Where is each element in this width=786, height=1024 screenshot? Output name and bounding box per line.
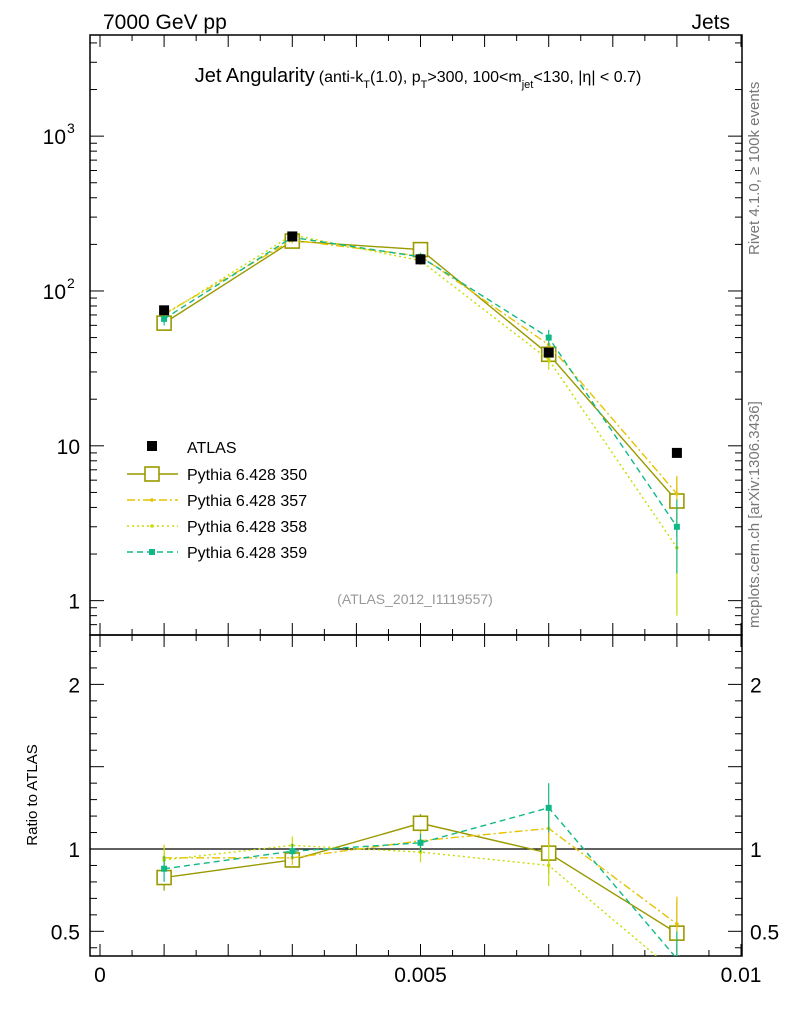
series-marker-2 [546,357,551,362]
analysis-id: (ATLAS_2012_I1119557) [337,591,493,607]
y-tick-label-1: 10 [57,436,80,459]
title-part-5: jet [521,79,534,91]
title-part-6: <130, |η| < 0.7) [533,69,641,86]
series-marker-3 [545,334,552,341]
ratio-marker-3 [161,865,168,872]
series-marker-3 [161,315,168,322]
data-point [287,231,298,242]
legend-swatch-marker-0 [144,466,160,482]
ratio-tick-label-left-1: 1 [68,839,80,862]
mcplots-label: mcplots.cern.ch [arXiv:1306.3436] [746,401,763,628]
legend-label-1: Pythia 6.428 357 [187,493,307,510]
header-right: Jets [691,11,730,34]
y-tick-exp-3: 3 [67,120,75,136]
ratio-tick-label-right-2: 2 [750,674,762,697]
ratio-tick-label-left-2: 2 [68,674,80,697]
ratio-marker-3 [673,955,680,956]
title-part-2: (1.0), p [370,69,421,86]
ratio-series-group [156,783,685,976]
legend-swatch-data [147,441,157,451]
title-part-0: (anti-k [319,69,364,86]
ratio-tick-label-right-1: 1 [750,839,762,862]
chart-title: Jet Angularity (anti-kT(1.0), pT>300, 100… [195,65,642,91]
ratio-marker-3 [545,804,552,811]
ratio-tick-label-left-0: 0.5 [51,921,80,944]
chart-title-main: Jet Angularity [195,65,315,87]
title-part-3: T [421,79,428,91]
series-0 [156,233,685,537]
legend-swatch-marker-3 [149,549,155,555]
legend-label-2: Pythia 6.428 358 [187,519,307,536]
ratio-marker-0 [412,815,429,832]
x-tick-label-1: 0.005 [394,964,447,987]
ratio-marker-3 [417,839,424,846]
data-point [543,347,554,358]
data-point [159,305,170,316]
rivet-label: Rivet 4.1.0, ≥ 100k events [746,82,763,255]
legend-swatch-marker-2 [150,524,154,528]
legend-swatch-marker-1 [150,498,154,502]
ratio-tick-label-right-0: 0.5 [750,921,779,944]
title-part-1: T [363,79,370,91]
legend: ATLAS Pythia 6.428 350 Pythia 6.428 357 Pyt… [127,440,307,562]
series-marker-3 [673,523,680,530]
y-tick-label-0: 1 [68,591,80,614]
legend-label-data: ATLAS [187,440,237,457]
y-tick-label-3: 10 [43,126,66,149]
ratio-marker-2 [546,863,551,868]
legend-label-0: Pythia 6.428 350 [187,467,307,484]
main-series-group [156,231,685,616]
x-tick-label-0: 0 [94,964,106,987]
data-point [671,447,682,458]
ratio-marker-1 [675,922,679,926]
legend-label-3: Pythia 6.428 359 [187,545,307,562]
series-line-0 [163,240,678,502]
ratio-marker-2 [675,972,679,976]
y-tick-label-2: 10 [43,281,66,304]
ratio-marker-3 [289,848,296,855]
title-part-4: >300, 100<m [427,69,521,86]
ratio-series-3 [161,783,680,956]
ratio-y-label: Ratio to ATLAS [24,744,41,845]
series-line-1 [163,239,678,495]
series-marker-1 [675,491,679,496]
ratio-line-2 [164,844,658,956]
data-point [415,254,426,265]
ratio-frame [89,634,743,957]
x-tick-label-2: 0.01 [721,964,762,987]
y-tick-exp-2: 2 [67,275,75,291]
header-left: 7000 GeV pp [103,11,227,34]
data-group [159,231,682,458]
